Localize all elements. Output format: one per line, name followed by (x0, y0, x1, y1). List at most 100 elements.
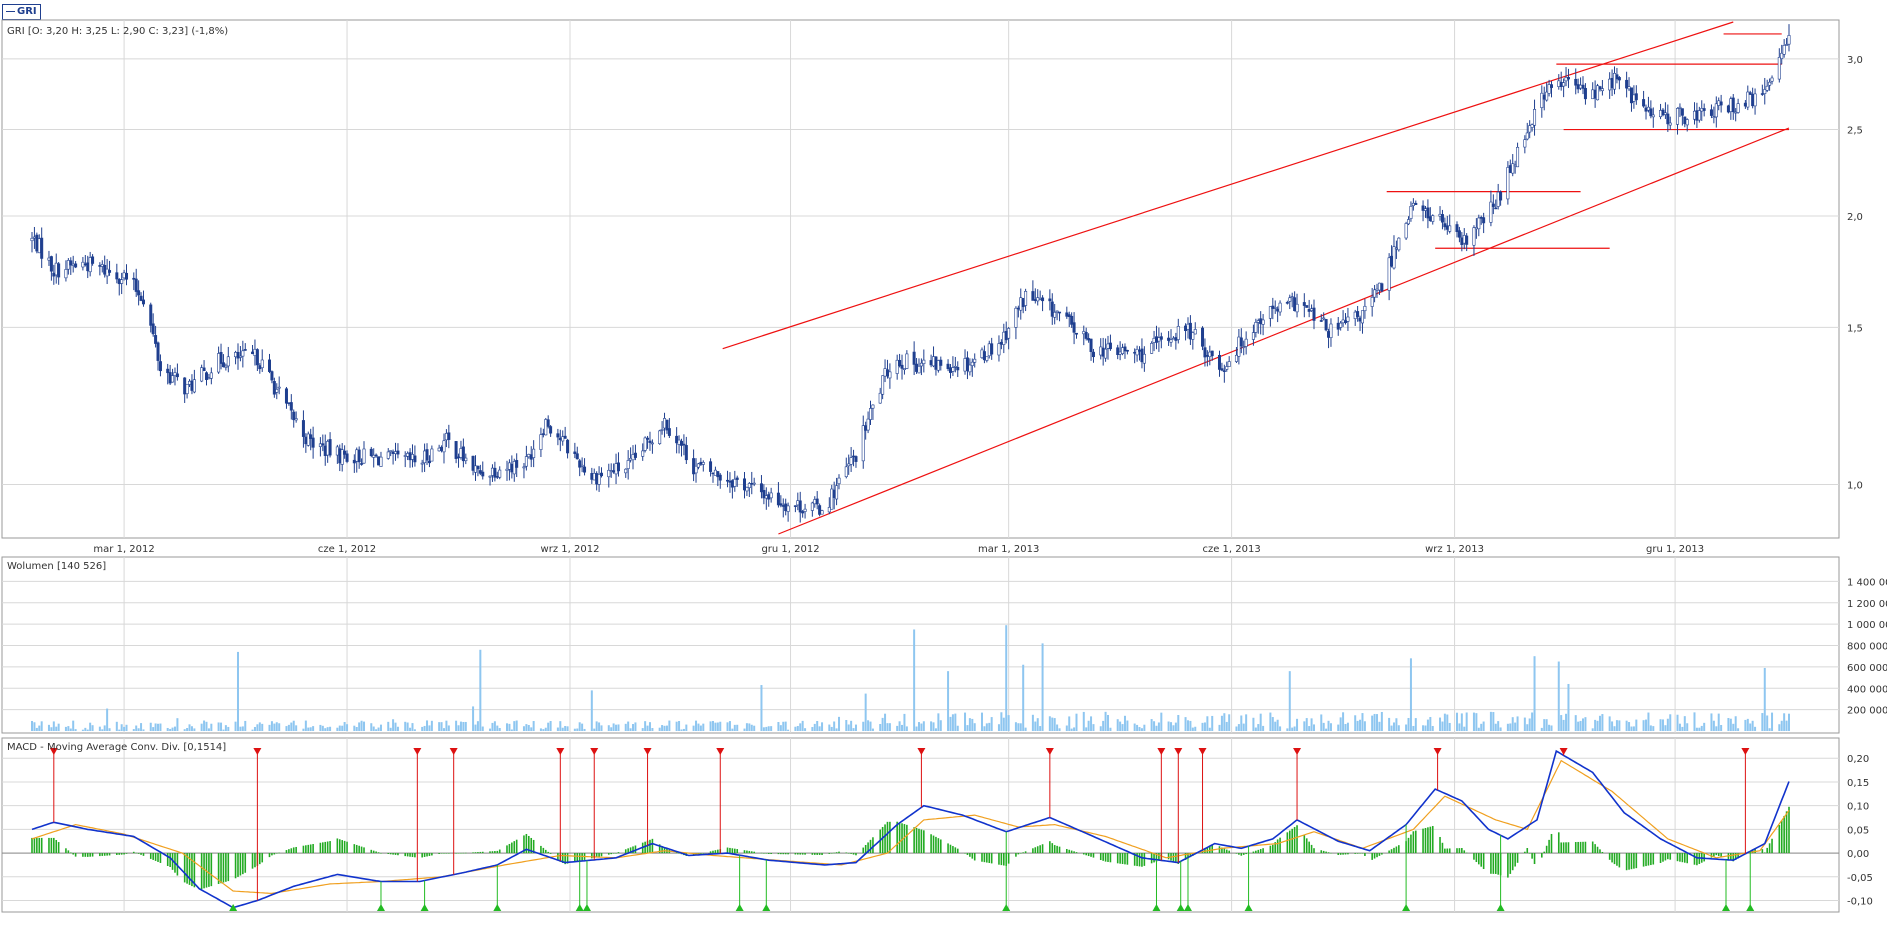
histogram-bar (1446, 848, 1449, 854)
histogram-bar (629, 847, 632, 854)
candle-body (238, 355, 242, 358)
histogram-bar (193, 853, 196, 888)
histogram-bar (1257, 849, 1260, 854)
volume-bar (663, 725, 666, 731)
histogram-bar (969, 853, 971, 857)
price-y-tick-label: 2,5 (1847, 126, 1863, 137)
histogram-bar (511, 842, 513, 854)
candle (1067, 311, 1071, 327)
histogram-bar (780, 853, 782, 855)
histogram-bar (646, 840, 649, 854)
candle (1203, 338, 1207, 367)
histogram-bar (1286, 832, 1289, 854)
candle-body (406, 453, 410, 457)
volume-bar (464, 721, 467, 731)
candle-body (667, 428, 671, 436)
volume-bar (1201, 722, 1204, 731)
volume-bar (1734, 716, 1737, 731)
volume-bar (1635, 719, 1638, 731)
volume-bar (57, 723, 60, 731)
histogram-bar (1211, 844, 1214, 854)
histogram-bar (1494, 853, 1497, 874)
histogram-bar (702, 853, 705, 854)
volume-bar (816, 720, 819, 731)
candle (515, 453, 519, 478)
macd-y-tick-label: 0,05 (1847, 825, 1869, 836)
histogram-bar (397, 853, 399, 856)
candle-body (1610, 77, 1614, 89)
volume-bar (1601, 714, 1604, 731)
candle (583, 458, 587, 476)
volume-bar (31, 720, 33, 731)
candle-body (255, 349, 259, 366)
volume-bar (1346, 722, 1349, 731)
candle (1142, 346, 1146, 372)
candle-body (1632, 94, 1636, 102)
candle-body (847, 463, 851, 467)
candle-body (476, 465, 480, 470)
histogram-bar (222, 853, 225, 883)
candle-body (379, 456, 383, 467)
candle-body (410, 454, 414, 460)
volume-bar (1642, 720, 1645, 731)
candle-body (49, 256, 53, 272)
price-x-tick-label: cze 1, 2013 (1202, 544, 1260, 555)
candle (1210, 350, 1214, 361)
candle-body (440, 446, 444, 451)
volume-bar (302, 728, 305, 731)
candle-body (549, 426, 553, 434)
histogram-bar (1548, 839, 1550, 854)
candle (151, 313, 155, 337)
candle-body (1322, 317, 1326, 320)
candle-body (1564, 77, 1568, 82)
volume-bar (1712, 720, 1715, 731)
volume-bar (1007, 715, 1010, 731)
histogram-bar (1613, 853, 1616, 865)
histogram-bar (731, 848, 734, 854)
candle-body (786, 505, 790, 512)
candle (1581, 76, 1585, 95)
histogram-bar (1461, 848, 1463, 854)
candle-body (1108, 342, 1112, 350)
volume-bar (115, 721, 118, 731)
volume-bar (459, 721, 462, 731)
candle-body (1327, 331, 1331, 338)
candle-body (871, 404, 875, 409)
histogram-bar (864, 844, 867, 854)
histogram-bar (431, 853, 433, 856)
volume-bar (392, 719, 395, 731)
volume-bar (1087, 720, 1090, 731)
candle-body (936, 360, 940, 371)
volume-bar (736, 724, 739, 731)
candle (171, 368, 175, 383)
price-pane: 1,01,52,02,53,0 mar 1, 2012 cze 1, 2012 wr… (1, 19, 1863, 555)
volume-bar (304, 720, 307, 731)
candle-body (980, 349, 984, 359)
histogram-bar (426, 853, 428, 857)
histogram-bar (1715, 853, 1718, 856)
candle-body (919, 362, 923, 367)
volume-bar (581, 723, 584, 731)
candle-body (895, 359, 899, 374)
sell-triangle-icon (1157, 748, 1166, 755)
histogram-bar (523, 835, 525, 854)
histogram-bar (91, 853, 94, 857)
histogram-bar (186, 853, 188, 884)
volume-bar (879, 724, 882, 731)
candle-body (52, 272, 56, 277)
candle (1288, 294, 1292, 310)
volume-bar (731, 728, 734, 731)
volume-bar (1320, 714, 1323, 731)
volume-bar (1034, 721, 1037, 731)
volume-bar (1499, 727, 1502, 731)
candle-body (1186, 323, 1190, 330)
candle (752, 477, 756, 487)
volume-bar (617, 724, 620, 731)
candle-body (883, 368, 887, 377)
histogram-bar (1717, 853, 1720, 856)
volume-y-tick-label: 1 200 000 (1847, 599, 1887, 610)
volume-bar (1441, 721, 1444, 731)
candle-body (1765, 85, 1769, 91)
candle-body (1237, 336, 1241, 357)
volume-bar (421, 726, 424, 731)
